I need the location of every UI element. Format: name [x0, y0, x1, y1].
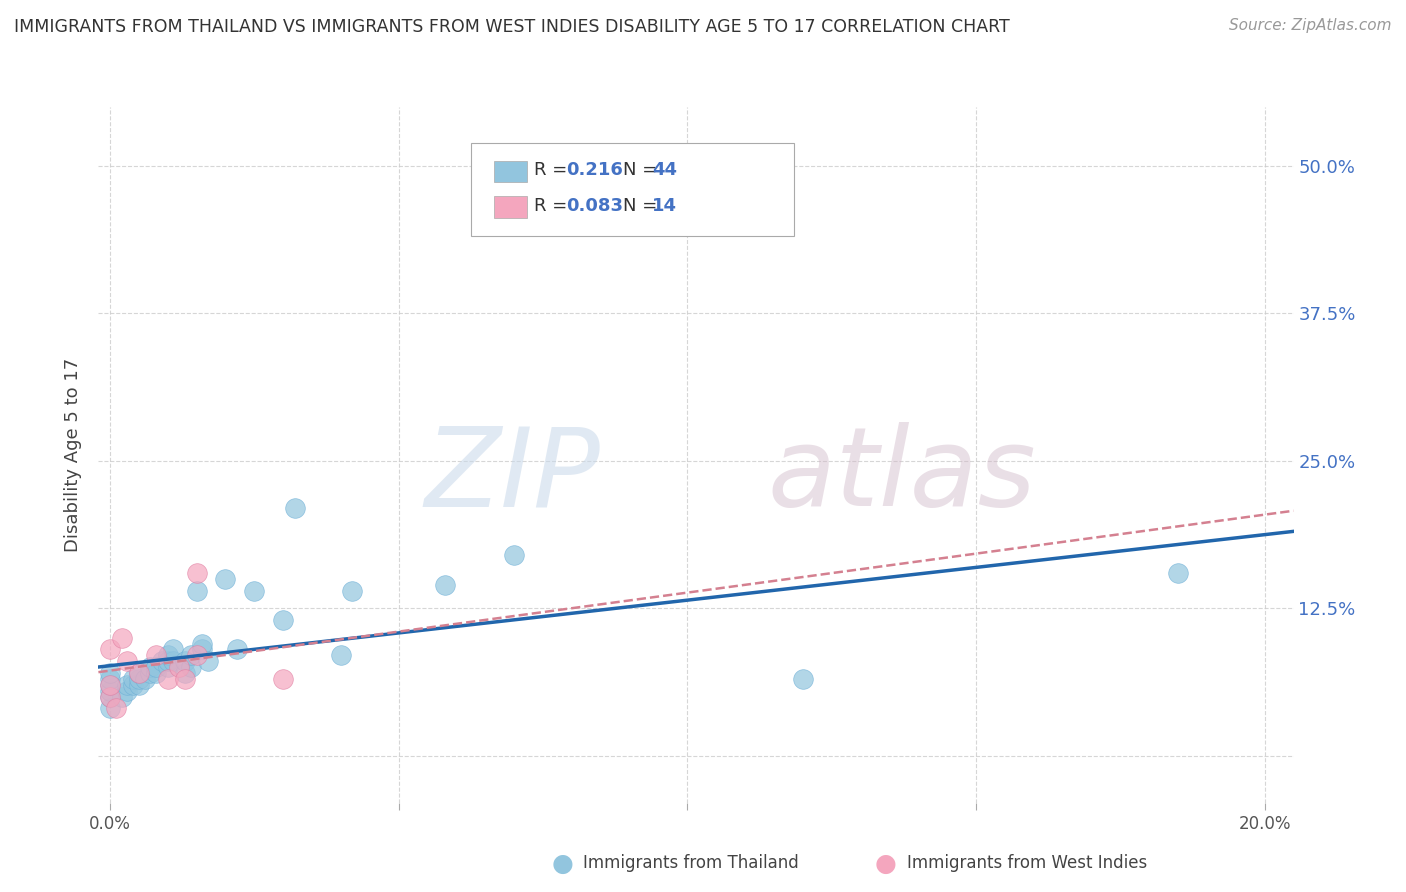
Text: Immigrants from West Indies: Immigrants from West Indies	[907, 855, 1147, 872]
Point	[98, 678, 121, 692]
Text: Immigrants from Thailand: Immigrants from Thailand	[583, 855, 799, 872]
Text: ZIP: ZIP	[425, 422, 600, 529]
Point	[162, 654, 184, 668]
Point	[271, 672, 294, 686]
Text: IMMIGRANTS FROM THAILAND VS IMMIGRANTS FROM WEST INDIES DISABILITY AGE 5 TO 17 C: IMMIGRANTS FROM THAILAND VS IMMIGRANTS F…	[14, 18, 1010, 36]
Point	[174, 672, 197, 686]
Point	[156, 660, 179, 674]
Text: Source: ZipAtlas.com: Source: ZipAtlas.com	[1229, 18, 1392, 33]
Point	[792, 672, 814, 686]
Point	[117, 678, 139, 692]
Text: 0.083: 0.083	[567, 197, 624, 215]
Point	[145, 648, 167, 663]
Point	[214, 572, 236, 586]
Text: atlas: atlas	[768, 422, 1036, 529]
Point	[186, 648, 208, 663]
Text: 44: 44	[652, 161, 678, 179]
Point	[186, 583, 208, 598]
Point	[271, 613, 294, 627]
Point	[145, 660, 167, 674]
Point	[180, 660, 202, 674]
Point	[191, 642, 214, 657]
Text: 0.216: 0.216	[567, 161, 623, 179]
Point	[98, 666, 121, 681]
Text: ●: ●	[875, 852, 897, 875]
Point	[174, 666, 197, 681]
Point	[98, 642, 121, 657]
Point	[156, 648, 179, 663]
Point	[98, 690, 121, 704]
Point	[145, 666, 167, 681]
Point	[98, 701, 121, 715]
Point	[284, 500, 307, 515]
Y-axis label: Disability Age 5 to 17: Disability Age 5 to 17	[65, 358, 83, 552]
Text: R =: R =	[534, 161, 574, 179]
Point	[139, 660, 162, 674]
Point	[98, 672, 121, 686]
Point	[197, 654, 219, 668]
Point	[128, 678, 150, 692]
Point	[110, 631, 132, 645]
Point	[122, 672, 145, 686]
Point	[110, 690, 132, 704]
Point	[156, 672, 179, 686]
Point	[98, 683, 121, 698]
Text: R =: R =	[534, 197, 574, 215]
Point	[104, 701, 127, 715]
Text: N =: N =	[623, 197, 662, 215]
Point	[122, 678, 145, 692]
Point	[128, 672, 150, 686]
Point	[226, 642, 249, 657]
Point	[186, 566, 208, 580]
Point	[180, 648, 202, 663]
Text: N =: N =	[623, 161, 662, 179]
Point	[167, 660, 190, 674]
Point	[503, 548, 526, 562]
Point	[329, 648, 352, 663]
Point	[191, 637, 214, 651]
Point	[150, 654, 173, 668]
Point	[98, 678, 121, 692]
Text: ●: ●	[551, 852, 574, 875]
Point	[162, 642, 184, 657]
Point	[342, 583, 364, 598]
Point	[156, 654, 179, 668]
Point	[1167, 566, 1189, 580]
Point	[128, 666, 150, 681]
Point	[174, 654, 197, 668]
Text: 14: 14	[652, 197, 678, 215]
Point	[117, 683, 139, 698]
Point	[139, 666, 162, 681]
Point	[128, 666, 150, 681]
Point	[433, 577, 456, 591]
Point	[98, 690, 121, 704]
Point	[134, 672, 156, 686]
Point	[117, 654, 139, 668]
Point	[243, 583, 266, 598]
